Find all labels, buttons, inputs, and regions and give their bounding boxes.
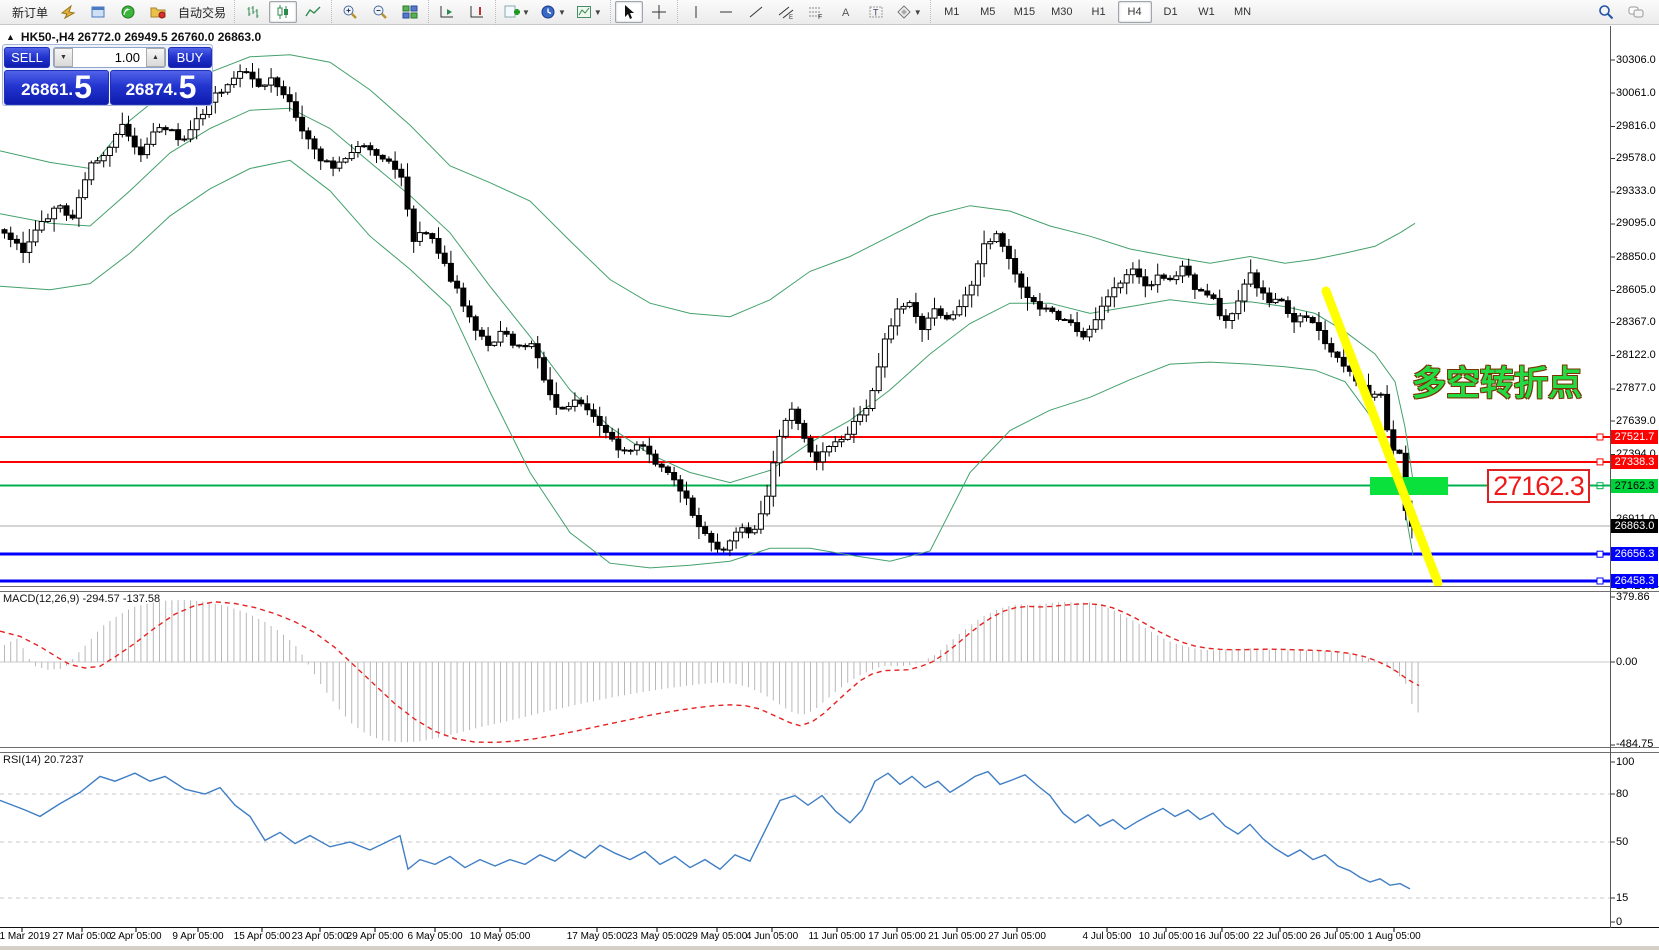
- pivot-price-label[interactable]: 27162.3: [1487, 469, 1590, 503]
- macd-pane[interactable]: [0, 600, 1610, 744]
- timeframe-H4[interactable]: H4: [1117, 1, 1152, 23]
- add-indicator-icon[interactable]: ▼: [500, 1, 534, 23]
- chat-icon[interactable]: [1622, 1, 1650, 23]
- timeframe-M1[interactable]: M1: [944, 6, 960, 18]
- dropdown-caret-icon[interactable]: ▼: [593, 7, 602, 17]
- sell-price-main: 26861.: [21, 80, 74, 99]
- shapes-icon[interactable]: ▼: [892, 1, 926, 23]
- timeframe-D1[interactable]: D1: [1163, 6, 1178, 18]
- bollinger-upper-band: [0, 54, 1416, 318]
- timeframe-MN[interactable]: MN: [1233, 6, 1252, 18]
- volume-input[interactable]: [73, 48, 146, 67]
- line-chart-icon[interactable]: [299, 1, 327, 23]
- svg-text:T: T: [873, 8, 879, 18]
- svg-text:F: F: [818, 14, 822, 20]
- timeframe-W1[interactable]: W1: [1198, 6, 1215, 18]
- rsi-line: [0, 770, 1411, 890]
- support-line-2-handle[interactable]: [1596, 577, 1604, 585]
- timeframe-M5[interactable]: M5: [980, 6, 996, 18]
- sell-price-pip: 5: [74, 69, 92, 105]
- macd-pane-splitter[interactable]: [0, 586, 1659, 592]
- resistance-line-1-handle[interactable]: [1596, 433, 1604, 441]
- time-axis-border: [0, 927, 1659, 928]
- tile-windows-icon[interactable]: [396, 1, 424, 23]
- volume-increase-button[interactable]: ▲: [146, 48, 165, 67]
- dropdown-caret-icon[interactable]: ▼: [522, 7, 530, 17]
- gold-arrow-icon[interactable]: [54, 1, 82, 23]
- one-click-trading-panel: SELL ▼ ▲ BUY 26861. 5 26874. 5: [2, 44, 213, 106]
- history-folder-icon[interactable]: [144, 1, 172, 23]
- rsi-indicator-label: RSI(14) 20.7237: [3, 754, 84, 766]
- text-label-icon[interactable]: T: [862, 1, 890, 23]
- horizontal-line-icon[interactable]: [712, 1, 740, 23]
- bar-chart-icon[interactable]: [239, 1, 267, 23]
- zoom-in-icon[interactable]: [336, 1, 364, 23]
- resistance-line-2-handle[interactable]: [1596, 458, 1604, 466]
- timeframe-M30[interactable]: M30: [1051, 6, 1073, 18]
- svg-text:E: E: [789, 15, 793, 20]
- new-order-button[interactable]: 新订单: [12, 5, 49, 20]
- rsi-pane-splitter[interactable]: [0, 747, 1659, 753]
- volume-stepper: ▼ ▲: [53, 47, 166, 68]
- macd-indicator-label: MACD(12,26,9) -294.57 -137.58: [3, 593, 161, 605]
- buy-price-display[interactable]: 26874. 5: [110, 70, 212, 105]
- buy-price-main: 26874.: [125, 80, 178, 99]
- turning-point-annotation[interactable]: 多空转折点: [1412, 365, 1582, 403]
- main-toolbar: 新订单 自动交易 ▼ ▼ ▼ E F A T ▼ M1 M5 M15 M30 H1 H4 D1 W1 MN: [0, 0, 1659, 25]
- period-icon[interactable]: ▼: [536, 1, 570, 23]
- price-pane[interactable]: [0, 54, 1610, 586]
- broadcast-icon[interactable]: [114, 1, 142, 23]
- volume-decrease-button[interactable]: ▼: [54, 48, 73, 67]
- search-icon[interactable]: [1592, 1, 1620, 23]
- symbol-ohlc-text: HK50-,H4 26772.0 26949.5 26760.0 26863.0: [20, 30, 262, 44]
- timeframe-M15[interactable]: M15: [1013, 6, 1036, 18]
- fibonacci-icon[interactable]: F: [802, 1, 830, 23]
- candles: [1, 63, 1415, 557]
- trendline-icon[interactable]: [742, 1, 770, 23]
- chart-shift-icon[interactable]: [463, 1, 491, 23]
- sell-button[interactable]: SELL: [4, 47, 50, 68]
- one-click-collapse-arrow[interactable]: ▲: [6, 32, 15, 42]
- axis-ticks: [21, 59, 1615, 932]
- price-axis-border: [1610, 26, 1611, 928]
- vertical-line-icon[interactable]: [682, 1, 710, 23]
- svg-text:A: A: [842, 7, 850, 19]
- yellow-trendline[interactable]: [1321, 286, 1443, 586]
- dropdown-caret-icon[interactable]: ▼: [557, 7, 566, 17]
- bollinger-lower-band: [0, 159, 1414, 569]
- macd-signal-line: [0, 601, 1420, 744]
- rsi-pane[interactable]: [0, 770, 1610, 899]
- cursor-icon[interactable]: [614, 1, 643, 23]
- window-bottom-edge: [0, 946, 1659, 950]
- sell-price-display[interactable]: 26861. 5: [4, 70, 109, 105]
- buy-price-pip: 5: [178, 69, 197, 105]
- chart-title: ▲ HK50-,H4 26772.0 26949.5 26760.0 26863…: [6, 30, 261, 44]
- candlestick-chart-icon[interactable]: [269, 1, 298, 23]
- buy-button[interactable]: BUY: [168, 47, 212, 68]
- crosshair-icon[interactable]: [645, 1, 673, 23]
- equidistant-channel-icon[interactable]: E: [772, 1, 800, 23]
- text-icon[interactable]: A: [832, 1, 860, 23]
- dropdown-caret-icon[interactable]: ▼: [913, 7, 922, 17]
- auto-trading-button[interactable]: 自动交易: [178, 5, 227, 20]
- timeframe-H1[interactable]: H1: [1091, 6, 1106, 18]
- support-line-1-handle[interactable]: [1596, 550, 1604, 558]
- chart-window-icon[interactable]: [84, 1, 112, 23]
- green-highlight-box[interactable]: [1370, 477, 1448, 495]
- bollinger-middle-band: [0, 107, 1414, 484]
- auto-scroll-icon[interactable]: [433, 1, 461, 23]
- zoom-out-icon[interactable]: [366, 1, 394, 23]
- template-icon[interactable]: ▼: [572, 1, 606, 23]
